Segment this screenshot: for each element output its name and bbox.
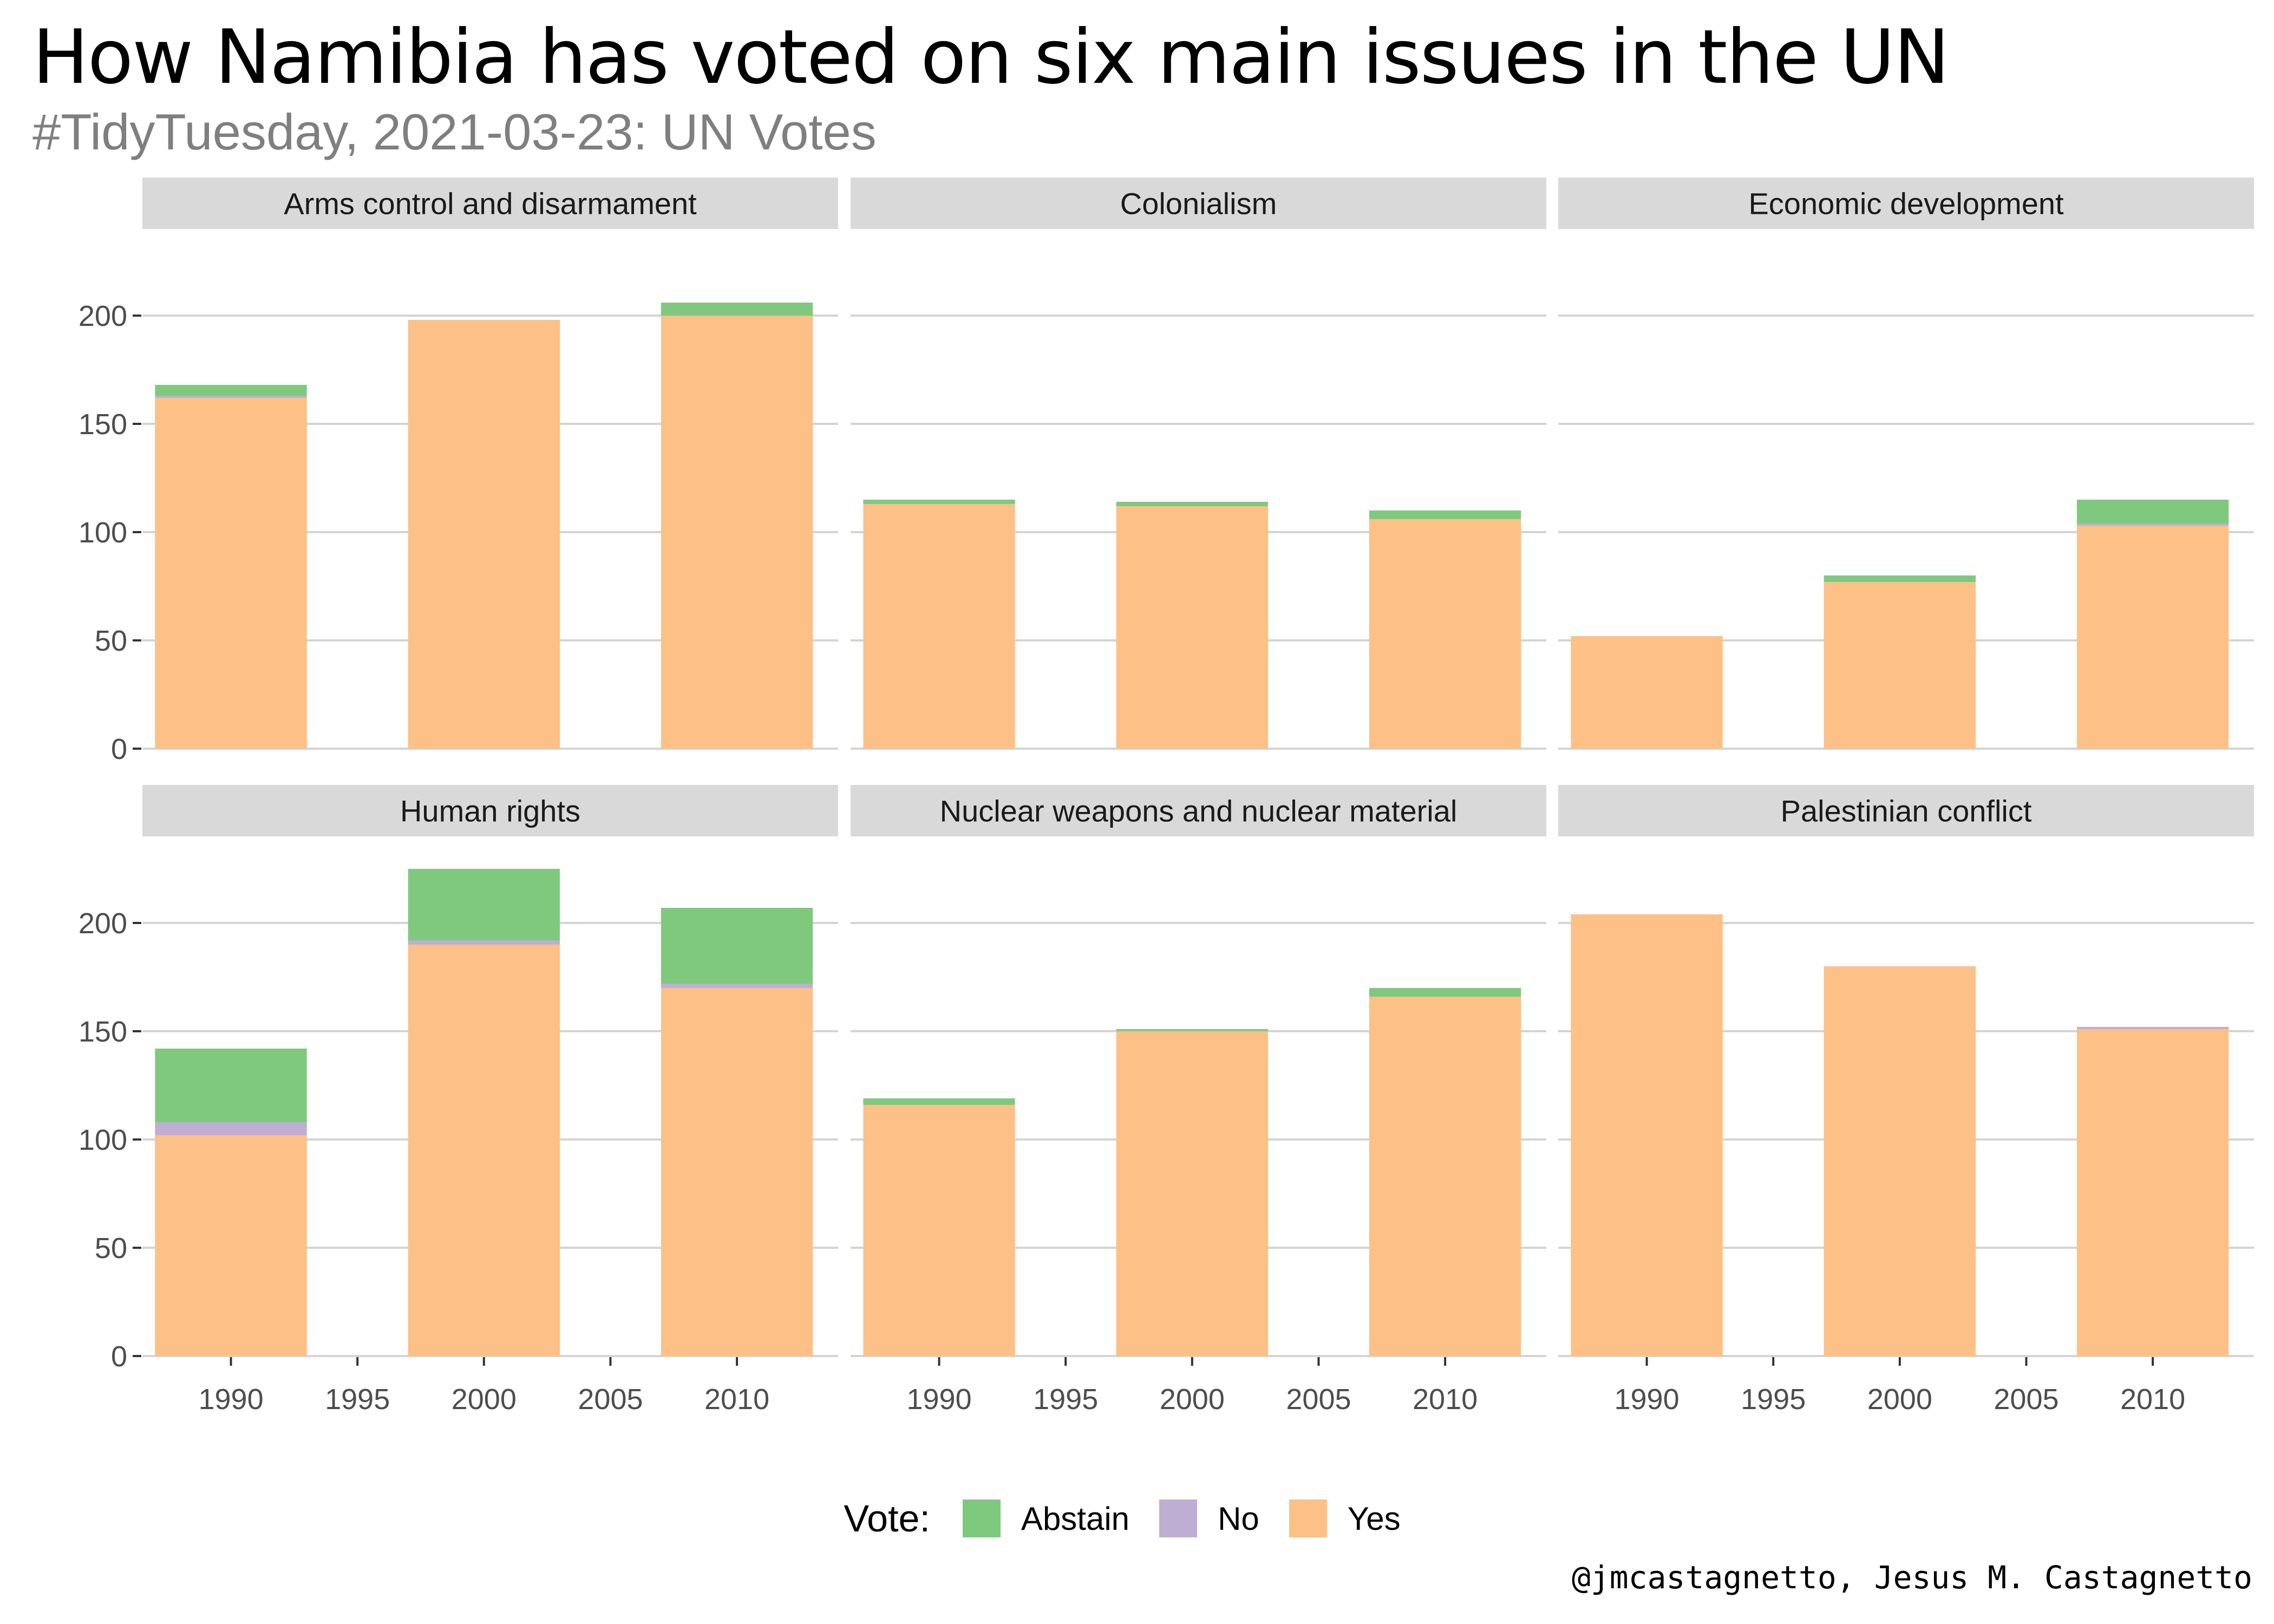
bar-nuclear-weapons-and-nuclear-material-2010-yes [1369,997,1521,1356]
bar-economic-development-2010-no [2076,523,2229,526]
bar-human-rights-1990-yes [155,1135,307,1356]
bar-human-rights-2010-no [661,984,813,988]
facet-strip-economic-development [1558,178,2254,229]
y-tick-label-1-200: 200 [79,907,127,940]
x-tick-label-human-rights-1995: 1995 [325,1383,390,1416]
bar-human-rights-2000-no [408,940,560,945]
legend-swatch-no [1159,1499,1198,1537]
y-tick-label-0-100: 100 [79,516,127,549]
y-tick-label-1-50: 50 [95,1232,127,1265]
legend-title: Vote: [844,1497,930,1540]
bar-nuclear-weapons-and-nuclear-material-2000-abstain [1116,1029,1268,1031]
bar-palestinian-conflict-2010-yes [2076,1029,2229,1356]
bar-economic-development-2000-yes [1824,582,1976,749]
bar-arms-control-and-disarmament-2010-abstain [661,303,813,316]
legend-swatch-abstain [962,1499,1001,1537]
bar-colonialism-1990-abstain [863,500,1015,504]
bar-arms-control-and-disarmament-1990-no [155,396,307,398]
facet-title-arms-control-and-disarmament: Arms control and disarmament [284,187,697,221]
bar-economic-development-1990-yes [1571,636,1723,749]
x-tick-label-palestinian-conflict-2010: 2010 [2120,1383,2185,1416]
y-tick-label-0-0: 0 [111,733,127,765]
facet-title-nuclear-weapons-and-nuclear-material: Nuclear weapons and nuclear material [940,794,1458,828]
facet-strip-palestinian-conflict [1558,785,2254,836]
x-tick-label-palestinian-conflict-1990: 1990 [1614,1383,1679,1416]
x-tick-label-palestinian-conflict-1995: 1995 [1741,1383,1806,1416]
x-tick-label-nuclear-weapons-and-nuclear-material-2005: 2005 [1286,1383,1351,1416]
bar-human-rights-1990-abstain [155,1049,307,1122]
bar-arms-control-and-disarmament-2000-yes [408,320,560,749]
y-tick-label-0-200: 200 [79,300,127,332]
legend-item-yes: Yes [1289,1499,1401,1537]
bar-colonialism-2010-yes [1369,519,1521,749]
x-tick-label-nuclear-weapons-and-nuclear-material-1995: 1995 [1033,1383,1098,1416]
bar-arms-control-and-disarmament-1990-abstain [155,385,307,396]
x-tick-label-palestinian-conflict-2000: 2000 [1867,1383,1932,1416]
chart-subtitle: #TidyTuesday, 2021-03-23: UN Votes [32,103,877,160]
chart-title: How Namibia has voted on six main issues… [32,14,1950,101]
x-tick-label-nuclear-weapons-and-nuclear-material-1990: 1990 [906,1383,971,1416]
y-tick-label-0-150: 150 [79,408,127,441]
bar-nuclear-weapons-and-nuclear-material-2000-yes [1116,1031,1268,1356]
bar-palestinian-conflict-2010-no [2076,1027,2229,1029]
bar-human-rights-2010-abstain [661,908,813,984]
legend-swatch-yes [1289,1499,1327,1537]
x-tick-label-human-rights-2010: 2010 [704,1383,769,1416]
x-tick-label-human-rights-2000: 2000 [452,1383,517,1416]
bar-nuclear-weapons-and-nuclear-material-1990-yes [863,1105,1015,1356]
bar-nuclear-weapons-and-nuclear-material-2010-abstain [1369,988,1521,997]
bar-nuclear-weapons-and-nuclear-material-1990-abstain [863,1098,1015,1105]
legend-item-abstain: Abstain [962,1499,1130,1537]
bar-colonialism-2000-yes [1116,506,1268,749]
y-tick-label-1-150: 150 [79,1016,127,1048]
legend-label-no: No [1218,1500,1259,1537]
bar-palestinian-conflict-2000-yes [1824,966,1976,1356]
y-tick-label-0-50: 50 [95,625,127,657]
x-tick-label-human-rights-1990: 1990 [198,1383,263,1416]
legend-label-abstain: Abstain [1021,1500,1130,1537]
facet-title-human-rights: Human rights [400,794,580,828]
facet-strip-arms-control-and-disarmament [142,178,838,229]
bar-colonialism-2000-abstain [1116,502,1268,506]
bar-palestinian-conflict-1990-yes [1571,914,1723,1356]
faceted-bar-chart: Arms control and disarmament 0 50 100 150 200… [79,178,2254,1416]
facet-title-colonialism: Colonialism [1120,187,1277,221]
facet-title-economic-development: Economic development [1748,187,2064,221]
facet-strip-nuclear-weapons-and-nuclear-material [851,785,1546,836]
bar-economic-development-2000-abstain [1824,575,1976,582]
bar-human-rights-1990-no [155,1122,307,1135]
facet-strip-colonialism [851,178,1546,229]
bar-arms-control-and-disarmament-1990-yes [155,398,307,749]
bar-arms-control-and-disarmament-2010-yes [661,316,813,749]
bar-human-rights-2000-abstain [408,869,560,940]
x-tick-label-nuclear-weapons-and-nuclear-material-2010: 2010 [1413,1383,1478,1416]
bar-colonialism-2010-abstain [1369,510,1521,519]
y-tick-label-1-100: 100 [79,1124,127,1156]
bar-colonialism-1990-yes [863,504,1015,749]
bar-human-rights-2010-yes [661,988,813,1356]
legend-label-yes: Yes [1347,1500,1401,1537]
legend-item-no: No [1159,1499,1259,1537]
x-tick-label-nuclear-weapons-and-nuclear-material-2000: 2000 [1160,1383,1225,1416]
bar-economic-development-2010-yes [2076,526,2229,749]
x-tick-label-palestinian-conflict-2005: 2005 [1994,1383,2059,1416]
bar-economic-development-2010-abstain [2076,500,2229,523]
x-tick-label-human-rights-2005: 2005 [578,1383,643,1416]
y-tick-label-1-0: 0 [111,1340,127,1373]
facet-strip-human-rights [142,785,838,836]
legend: Vote: Abstain No Yes [0,1497,2274,1540]
caption: @jmcastagnetto, Jesus M. Castagnetto [1571,1559,2252,1596]
facet-title-palestinian-conflict: Palestinian conflict [1781,794,2032,828]
bar-human-rights-2000-yes [408,945,560,1356]
